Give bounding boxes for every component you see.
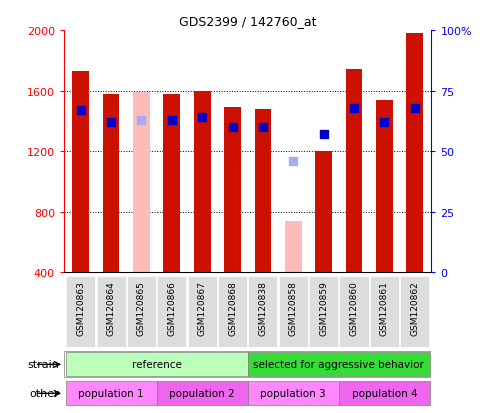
Point: [107, 119, 115, 126]
Text: GSM120868: GSM120868: [228, 280, 237, 335]
Point: [319, 132, 327, 138]
FancyBboxPatch shape: [66, 276, 95, 347]
FancyBboxPatch shape: [247, 381, 339, 406]
Bar: [376, 100, 392, 273]
FancyBboxPatch shape: [248, 276, 278, 347]
Bar: [224, 108, 241, 273]
FancyBboxPatch shape: [188, 276, 217, 347]
FancyBboxPatch shape: [370, 276, 399, 347]
Bar: [164, 95, 180, 273]
Text: GSM120859: GSM120859: [319, 280, 328, 335]
Text: GSM120864: GSM120864: [106, 280, 116, 335]
Text: population 1: population 1: [78, 388, 144, 399]
Bar: [254, 109, 271, 273]
Text: population 4: population 4: [352, 388, 417, 399]
Point: [381, 119, 388, 126]
Bar: [133, 93, 150, 273]
FancyBboxPatch shape: [247, 352, 430, 377]
Text: GSM120863: GSM120863: [76, 280, 85, 335]
FancyBboxPatch shape: [279, 276, 308, 347]
Text: GSM120862: GSM120862: [410, 280, 419, 335]
Text: selected for aggressive behavior: selected for aggressive behavior: [253, 359, 424, 370]
Text: GSM120867: GSM120867: [198, 280, 207, 335]
Point: [138, 117, 145, 123]
FancyBboxPatch shape: [66, 381, 157, 406]
FancyBboxPatch shape: [218, 276, 247, 347]
Title: GDS2399 / 142760_at: GDS2399 / 142760_at: [179, 15, 317, 28]
Point: [350, 105, 358, 112]
Bar: [406, 34, 423, 273]
Text: population 3: population 3: [260, 388, 326, 399]
FancyBboxPatch shape: [309, 276, 338, 347]
Point: [289, 158, 297, 165]
Text: GSM120866: GSM120866: [167, 280, 176, 335]
Text: population 2: population 2: [170, 388, 235, 399]
Text: strain: strain: [27, 359, 59, 370]
Text: GSM120861: GSM120861: [380, 280, 389, 335]
Bar: [103, 95, 119, 273]
Text: other: other: [30, 388, 59, 399]
Point: [229, 124, 237, 131]
Bar: [194, 91, 211, 273]
FancyBboxPatch shape: [157, 276, 186, 347]
FancyBboxPatch shape: [339, 276, 369, 347]
FancyBboxPatch shape: [400, 276, 429, 347]
FancyBboxPatch shape: [127, 276, 156, 347]
Bar: [346, 70, 362, 273]
Point: [168, 117, 176, 123]
Bar: [315, 152, 332, 273]
Text: GSM120858: GSM120858: [289, 280, 298, 335]
FancyBboxPatch shape: [339, 381, 430, 406]
Text: reference: reference: [132, 359, 181, 370]
Bar: [72, 72, 89, 273]
Point: [411, 105, 419, 112]
Text: GSM120860: GSM120860: [350, 280, 358, 335]
FancyBboxPatch shape: [97, 276, 126, 347]
Text: GSM120838: GSM120838: [258, 280, 267, 335]
Point: [259, 124, 267, 131]
Point: [198, 115, 206, 121]
Bar: [285, 221, 302, 273]
FancyBboxPatch shape: [157, 381, 247, 406]
Point: [77, 107, 85, 114]
Text: GSM120865: GSM120865: [137, 280, 146, 335]
FancyBboxPatch shape: [66, 352, 247, 377]
